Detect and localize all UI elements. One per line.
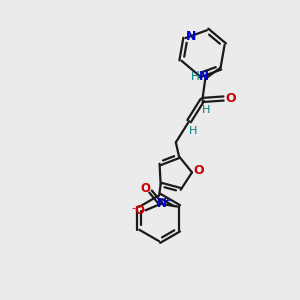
Text: H: H <box>190 70 200 83</box>
Text: +: + <box>163 196 172 206</box>
Text: -: - <box>131 203 135 213</box>
Text: N: N <box>199 70 209 83</box>
Text: N: N <box>157 197 167 210</box>
Text: O: O <box>226 92 236 105</box>
Text: O: O <box>134 204 144 217</box>
Text: O: O <box>193 164 204 176</box>
Text: N: N <box>185 30 196 43</box>
Text: H: H <box>188 127 197 136</box>
Text: O: O <box>140 182 150 195</box>
Text: H: H <box>202 105 210 115</box>
